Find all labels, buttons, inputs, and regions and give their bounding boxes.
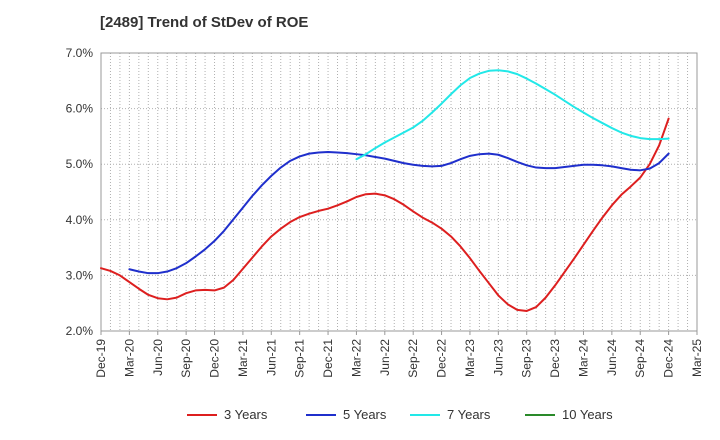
x-tick-label: Jun-20 [151,339,165,376]
x-tick-label: Dec-22 [435,339,449,378]
x-tick-label: Mar-25 [690,339,704,377]
y-tick-label: 2.0% [66,324,94,338]
series-line-5-years [128,150,670,275]
x-tick-label: Sep-20 [179,339,193,378]
legend-label-3-years: 3 Years [224,407,268,422]
y-tick-label: 3.0% [66,268,94,282]
x-tick-label: Mar-24 [576,339,590,377]
x-tick-label: Jun-22 [378,339,392,376]
plot-frame [100,52,698,332]
y-tick-label: 4.0% [66,213,94,227]
legend-label-5-years: 5 Years [343,407,387,422]
x-tick-label: Mar-21 [236,339,250,377]
x-tick-label: Jun-23 [491,339,505,376]
x-tick-label: Sep-21 [293,339,307,378]
legend-label-7-years: 7 Years [447,407,491,422]
x-tick-label: Dec-23 [548,339,562,378]
y-tick-label: 6.0% [66,102,94,116]
y-tick-label: 7.0% [66,46,94,60]
x-tick-label: Jun-24 [605,339,619,376]
x-tick-label: Dec-19 [94,339,108,378]
x-tick-label: Dec-20 [208,339,222,378]
x-tick-label: Mar-20 [122,339,136,377]
legend-label-10-years: 10 Years [562,407,613,422]
x-tick-label: Jun-21 [264,339,278,376]
x-tick-label: Dec-21 [321,339,335,378]
x-tick-label: Sep-24 [633,339,647,378]
series-line-7-years [355,69,670,161]
chart-title: [2489] Trend of StDev of ROE [100,14,309,31]
y-tick-label: 5.0% [66,157,94,171]
plot-area [101,53,697,331]
x-tick-label: Sep-22 [406,339,420,378]
x-tick-label: Sep-23 [520,339,534,378]
x-tick-label: Dec-24 [662,339,676,378]
x-tick-label: Mar-23 [463,339,477,377]
series-line-3-years [100,117,670,312]
x-tick-label: Mar-22 [349,339,363,377]
